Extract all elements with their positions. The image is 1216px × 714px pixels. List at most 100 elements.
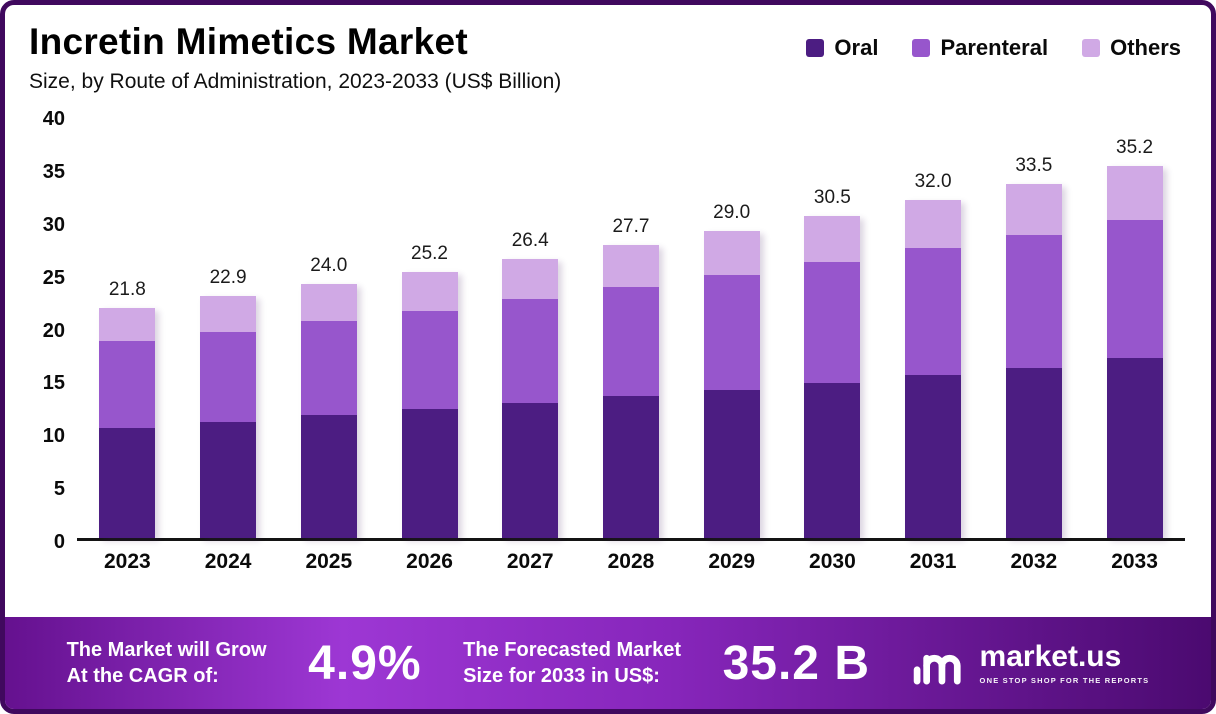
x-tick-label: 2032	[1010, 550, 1058, 573]
bar-segment-others	[502, 258, 559, 300]
cagr-label: The Market will Grow At the CAGR of:	[67, 637, 267, 689]
x-tick-label: 2024	[204, 550, 252, 573]
forecast-label-line2: Size for 2033 in US$:	[463, 665, 660, 687]
bar-segment-parenteral	[905, 248, 962, 376]
y-tick-label: 40	[42, 108, 65, 130]
x-axis: 2023 2024 2025 2026 2027 2028 2029 2030 2031 2032…	[77, 550, 1185, 574]
legend-swatch	[806, 39, 825, 57]
bar-stack	[300, 284, 357, 538]
legend-item-others: Others	[1082, 35, 1181, 61]
bar-stack	[804, 215, 861, 538]
x-tick-label: 2026	[406, 550, 453, 573]
bar-segment-oral	[804, 382, 861, 538]
brand-tagline: ONE STOP SHOP FOR THE REPORTS	[979, 675, 1150, 685]
bar-segment-others	[804, 215, 861, 263]
brand-name: market.us	[979, 639, 1122, 673]
bar-total-label: 24.0	[310, 255, 348, 277]
bar-segment-others	[602, 245, 659, 288]
bar-segment-parenteral	[300, 321, 357, 416]
bar-segment-parenteral	[602, 287, 659, 397]
cagr-label-line1: The Market will Grow	[66, 639, 267, 661]
bar-group-2031: 32.0	[905, 170, 962, 538]
bar-stack	[502, 258, 559, 538]
bar-total-label: 21.8	[108, 278, 146, 300]
bar-segment-oral	[401, 409, 458, 538]
bar-segment-others	[1106, 165, 1163, 220]
forecast-label: The Forecasted Market Size for 2033 in U…	[463, 637, 681, 689]
cagr-label-line2: At the CAGR of:	[66, 665, 219, 687]
legend-swatch	[1082, 39, 1101, 57]
bar-segment-parenteral	[502, 299, 559, 403]
bar-segment-oral	[1005, 367, 1062, 538]
cagr-value: 4.9%	[308, 636, 422, 690]
bar-stack	[401, 271, 458, 538]
y-tick-label: 30	[42, 213, 65, 236]
bar-segment-oral	[703, 389, 760, 538]
bar-segment-others	[200, 295, 257, 332]
bar-total-label: 22.9	[209, 266, 247, 288]
plot-wrap: 21.8 22.9 24.0 25.2 26.4 27.7 29.0 30.5 32.0 33.5…	[77, 118, 1185, 574]
chart-header: Incretin Mimetics Market Size, by Route …	[5, 5, 1211, 94]
legend-item-parenteral: Parenteral	[912, 35, 1048, 61]
y-tick-label: 0	[53, 531, 65, 553]
bar-total-label: 33.5	[1015, 154, 1053, 176]
y-axis: 0 5 10 15 20 25 30 35 40	[13, 108, 77, 553]
bar-segment-others	[401, 271, 458, 311]
bar-total-label: 30.5	[813, 186, 851, 208]
bar-total-label: 25.2	[411, 242, 448, 264]
x-tick-label: 2025	[305, 550, 353, 573]
bar-group-2033: 35.2	[1106, 136, 1163, 538]
bar-group-2030: 30.5	[804, 186, 861, 538]
bar-total-label: 27.7	[612, 216, 650, 238]
page-title: Incretin Mimetics Market	[29, 21, 469, 62]
x-tick-label: 2029	[708, 550, 756, 573]
stacked-bar-chart: 0 5 10 15 20 25 30 35 40 21.8 22.9 24.0 25.2 26.4 27.…	[13, 108, 1185, 574]
x-tick-label: 2027	[506, 550, 554, 573]
x-tick-label: 2031	[909, 550, 957, 573]
bar-group-2024: 22.9	[200, 266, 257, 538]
plot-area: 21.8 22.9 24.0 25.2 26.4 27.7 29.0 30.5 32.0 33.5…	[77, 118, 1185, 541]
bar-segment-parenteral	[99, 341, 156, 429]
bar-total-label: 29.0	[713, 202, 751, 224]
x-tick-label: 2030	[809, 550, 856, 573]
bar-segment-others	[905, 199, 962, 249]
bar-segment-parenteral	[200, 331, 257, 422]
bar-segment-parenteral	[1106, 219, 1163, 359]
x-tick-label: 2023	[104, 550, 151, 573]
bar-segment-others	[703, 231, 760, 275]
legend-item-oral: Oral	[806, 35, 878, 61]
bar-stack	[200, 295, 257, 538]
bar-total-label: 32.0	[914, 170, 952, 192]
x-tick-label: 2028	[607, 550, 655, 573]
forecast-label-line1: The Forecasted Market	[463, 639, 681, 661]
bar-stack	[905, 199, 962, 538]
footer-banner: The Market will Grow At the CAGR of: 4.9…	[5, 617, 1211, 709]
bar-group-2032: 33.5	[1005, 154, 1062, 538]
y-tick-label: 5	[53, 478, 65, 501]
bar-total-label: 35.2	[1116, 136, 1154, 158]
bar-segment-oral	[602, 396, 659, 538]
y-tick-label: 10	[42, 425, 65, 448]
forecast-value: 35.2 B	[722, 636, 870, 690]
bar-segment-parenteral	[1005, 234, 1062, 368]
bar-segment-others	[300, 284, 357, 322]
bar-stack	[1106, 165, 1163, 538]
x-tick-label: 2033	[1111, 550, 1158, 573]
brand-logo: market.us ONE STOP SHOP FOR THE REPORTS	[912, 641, 1150, 685]
bar-group-2025: 24.0	[300, 255, 357, 538]
bar-group-2029: 29.0	[703, 202, 760, 538]
bar-stack	[1005, 183, 1062, 538]
bar-segment-oral	[905, 375, 962, 538]
legend-swatch	[912, 39, 931, 57]
bar-segment-parenteral	[804, 262, 861, 383]
bar-segment-oral	[502, 402, 559, 538]
legend-label: Others	[1110, 35, 1181, 60]
y-tick-label: 25	[42, 266, 65, 289]
legend: Oral Parenteral Others	[806, 35, 1181, 61]
bar-segment-oral	[99, 428, 156, 538]
marketus-logo-icon	[913, 654, 961, 685]
bar-segment-others	[1005, 183, 1062, 235]
bar-segment-oral	[300, 415, 357, 538]
bar-group-2023: 21.8	[99, 278, 156, 538]
